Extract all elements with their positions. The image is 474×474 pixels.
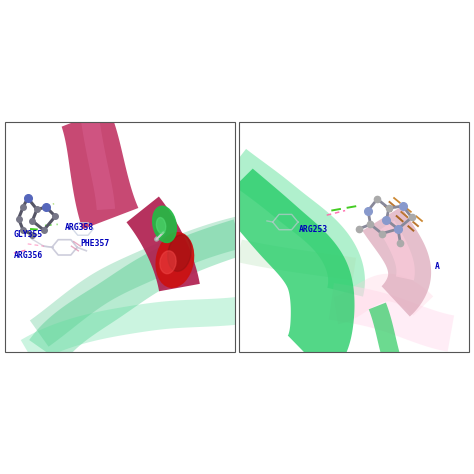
Text: ARG358: ARG358 xyxy=(64,223,94,232)
Ellipse shape xyxy=(156,233,193,287)
Ellipse shape xyxy=(160,251,176,273)
Polygon shape xyxy=(127,197,200,292)
Polygon shape xyxy=(379,220,415,280)
Polygon shape xyxy=(223,149,365,297)
Text: ARG356: ARG356 xyxy=(14,251,43,260)
Text: ARG253: ARG253 xyxy=(299,226,328,235)
Polygon shape xyxy=(21,297,241,364)
Text: PHE357: PHE357 xyxy=(81,239,110,248)
Polygon shape xyxy=(329,283,454,352)
Polygon shape xyxy=(334,274,433,324)
Text: GLY355: GLY355 xyxy=(14,230,43,239)
Polygon shape xyxy=(29,219,245,364)
Polygon shape xyxy=(362,207,431,317)
Text: A: A xyxy=(435,262,440,271)
Polygon shape xyxy=(369,302,400,359)
Polygon shape xyxy=(30,217,243,346)
Ellipse shape xyxy=(156,218,166,234)
Polygon shape xyxy=(5,122,235,352)
Polygon shape xyxy=(217,169,355,378)
Ellipse shape xyxy=(168,235,191,271)
Polygon shape xyxy=(239,122,469,352)
Polygon shape xyxy=(81,116,115,210)
Polygon shape xyxy=(237,239,356,281)
Polygon shape xyxy=(62,108,138,229)
Ellipse shape xyxy=(153,206,176,243)
